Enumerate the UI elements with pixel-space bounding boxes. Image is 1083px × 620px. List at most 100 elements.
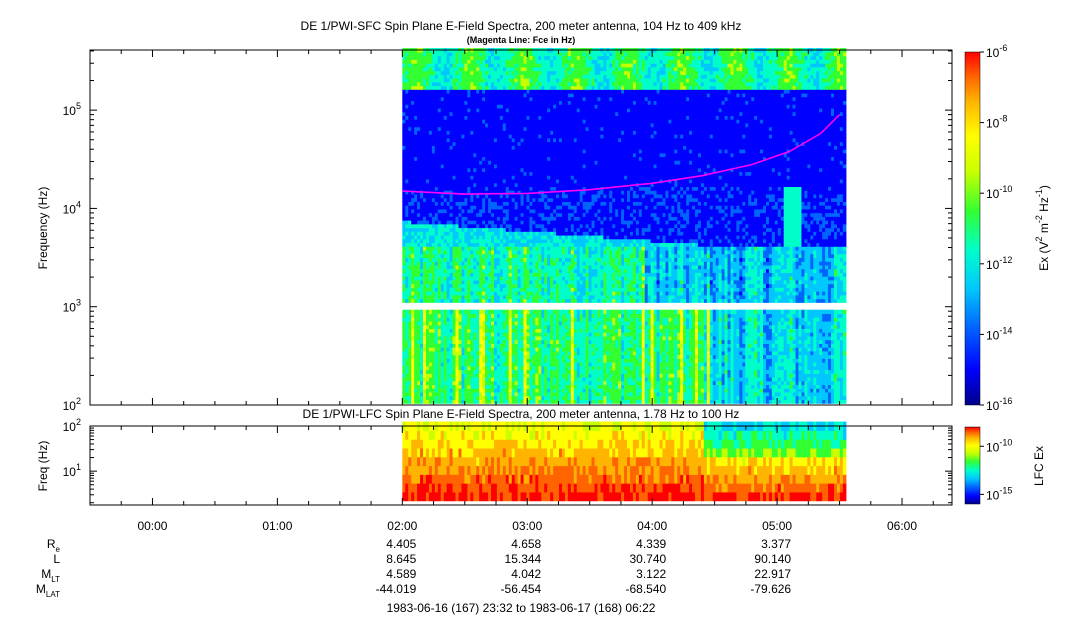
sfc-spectrogram-cell [405, 130, 409, 135]
sfc-spectrogram-cell [408, 358, 412, 363]
sfc-spectrogram-cell [420, 175, 424, 180]
sfc-spectrogram-cell [425, 313, 430, 318]
sfc-spectrogram-cell [420, 264, 424, 270]
sfc-spectrogram-cell [414, 212, 418, 217]
sfc-spectrogram-cell [402, 220, 406, 225]
sfc-spectrogram-cell [428, 178, 433, 184]
sfc-spectrogram-cell [405, 63, 409, 68]
sfc-spectrogram-cell [420, 261, 424, 266]
sfc-spectrogram-cell [405, 167, 409, 173]
sfc-spectrogram-cell [423, 365, 427, 371]
sfc-spectrogram-cell [420, 182, 424, 187]
sfc-spectrogram-cell [428, 246, 433, 251]
sfc-spectrogram-cell [428, 59, 433, 64]
sfc-spectrogram-cell [420, 238, 424, 244]
sfc-spectrogram-cell [411, 309, 415, 315]
sfc-spectrogram-cell [408, 261, 412, 266]
sfc-spectrogram-cell [431, 350, 436, 356]
sfc-spectrogram-cell [408, 122, 412, 128]
sfc-spectrogram-cell [414, 178, 418, 184]
sfc-spectrogram-cell [425, 291, 430, 296]
sfc-spectrogram-cell [402, 216, 406, 221]
sfc-spectrogram-cell [405, 238, 409, 244]
sfc-spectrogram-cell [425, 149, 430, 154]
sfc-spectrogram-cell [417, 257, 421, 262]
sfc-spectrogram-cell [408, 257, 412, 262]
sfc-spectrogram-cell [425, 276, 430, 281]
sfc-spectrogram-cell [411, 261, 415, 266]
sfc-spectrogram-cell [425, 335, 430, 341]
sfc-spectrogram-cell [411, 391, 415, 397]
sfc-spectrogram-cell [425, 70, 430, 75]
sfc-spectrogram-cell [420, 317, 424, 322]
sfc-spectrogram-cell [417, 234, 421, 240]
sfc-spectrogram-cell [420, 384, 424, 389]
sfc-spectrogram-cell [411, 350, 415, 356]
sfc-spectrogram-cell [411, 388, 415, 393]
sfc-spectrogram-cell [402, 339, 406, 344]
sfc-spectrogram-cell [417, 216, 421, 221]
sfc-spectrogram-cell [423, 92, 427, 98]
sfc-spectrogram-cell [425, 89, 430, 94]
sfc-spectrogram-cell [408, 134, 412, 139]
sfc-spectrogram-cell [405, 257, 409, 262]
sfc-spectrogram-cell [428, 74, 433, 79]
sfc-spectrogram-cell [428, 283, 433, 288]
sfc-spectrogram-cell [423, 130, 427, 135]
sfc-spectrogram-cell [408, 220, 412, 225]
sfc-spectrogram-cell [411, 242, 415, 247]
sfc-spectrogram-cell [417, 141, 421, 146]
sfc-spectrogram-cell [417, 313, 421, 318]
sfc-spectrogram-cell [402, 212, 406, 217]
sfc-spectrogram-cell [420, 212, 424, 217]
sfc-spectrogram-cell [431, 294, 436, 300]
sfc-spectrogram-cell [411, 212, 415, 217]
sfc-spectrogram-cell [423, 107, 427, 113]
sfc-spectrogram-cell [402, 279, 406, 285]
sfc-spectrogram-cell [423, 287, 427, 292]
sfc-spectrogram-cell [414, 51, 418, 57]
sfc-spectrogram-cell [405, 115, 409, 120]
sfc-spectrogram-cell [423, 227, 427, 232]
sfc-spectrogram-cell [405, 197, 409, 202]
sfc-spectrogram-cell [408, 171, 412, 176]
sfc-spectrogram-cell [408, 74, 412, 79]
sfc-spectrogram-cell [408, 238, 412, 244]
sfc-spectrogram-cell [414, 279, 418, 285]
sfc-spectrogram-cell [408, 182, 412, 187]
sfc-spectrogram-cell [405, 339, 409, 344]
sfc-spectrogram-cell [417, 362, 421, 367]
sfc-spectrogram-cell [425, 264, 430, 270]
sfc-spectrogram-cell [431, 253, 436, 258]
sfc-spectrogram-cell [408, 163, 412, 169]
sfc-spectrogram-cell [414, 92, 418, 98]
sfc-spectrogram-cell [431, 324, 436, 329]
sfc-spectrogram-cell [423, 63, 427, 68]
sfc-spectrogram-cell [408, 268, 412, 273]
sfc-spectrogram-cell [428, 130, 433, 135]
sfc-spectrogram-cell [402, 376, 406, 382]
sfc-spectrogram-cell [405, 156, 409, 161]
sfc-spectrogram-cell [402, 182, 406, 187]
sfc-spectrogram-cell [423, 149, 427, 154]
sfc-spectrogram-cell [414, 63, 418, 68]
sfc-spectrogram-cell [417, 261, 421, 266]
sfc-spectrogram-cell [411, 197, 415, 202]
sfc-spectrogram-cell [423, 388, 427, 393]
sfc-spectrogram-cell [414, 335, 418, 341]
sfc-spectrogram-cell [417, 212, 421, 217]
sfc-spectrogram-cell [414, 294, 418, 300]
sfc-spectrogram-cell [425, 63, 430, 68]
sfc-spectrogram-cell [423, 197, 427, 202]
sfc-spectrogram-cell [423, 283, 427, 288]
sfc-spectrogram-cell [428, 208, 433, 214]
sfc-spectrogram-cell [402, 283, 406, 288]
sfc-spectrogram-cell [417, 309, 421, 315]
sfc-spectrogram-cell [405, 376, 409, 382]
sfc-spectrogram-cell [405, 89, 409, 94]
sfc-spectrogram-cell [414, 264, 418, 270]
sfc-spectrogram-cell [405, 268, 409, 273]
sfc-spectrogram-cell [417, 63, 421, 68]
sfc-spectrogram-cell [411, 365, 415, 371]
sfc-spectrogram-cell [402, 350, 406, 356]
